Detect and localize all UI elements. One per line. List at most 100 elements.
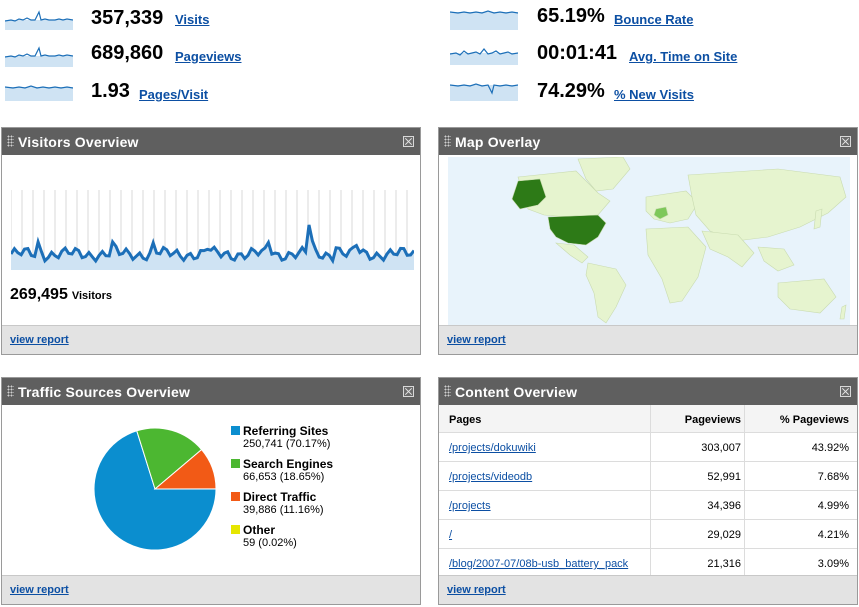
table-row: / 29,029 4.21% [439, 520, 857, 549]
pages-per-visit-value: 1.93 [91, 80, 130, 102]
visits-link[interactable]: Visits [175, 12, 210, 27]
row-pageviews: 303,007 [701, 442, 741, 454]
column-divider [744, 520, 745, 548]
legend-swatch [231, 459, 240, 468]
close-icon[interactable] [840, 386, 851, 397]
legend-value: 59 (0.02%) [243, 537, 297, 549]
traffic-pie-chart [93, 427, 217, 551]
traffic-footer: view report [2, 575, 420, 604]
pages-per-visit-sparkline [5, 85, 73, 101]
row-pct: 4.21% [817, 529, 849, 541]
traffic-sources-header[interactable]: Traffic Sources Overview [2, 378, 420, 405]
legend-swatch [231, 525, 240, 534]
page-link[interactable]: /projects [449, 500, 491, 512]
world-map[interactable] [448, 157, 850, 325]
avg-time-sparkline [450, 48, 518, 65]
content-overview-panel: Content Overview Pages Pageviews % Pagev… [438, 377, 858, 605]
visitors-count: 269,495 Visitors [10, 286, 112, 304]
column-divider [744, 462, 745, 490]
table-row: /projects/videodb 52,991 7.68% [439, 462, 857, 491]
row-pageviews: 21,316 [707, 558, 741, 570]
visits-sparkline [5, 10, 73, 30]
close-icon[interactable] [403, 136, 414, 147]
column-divider [650, 491, 651, 519]
map-overlay-panel: Map Overlay [438, 127, 858, 355]
panel-title: Map Overlay [455, 134, 541, 150]
bounce-rate-link[interactable]: Bounce Rate [614, 12, 694, 27]
visitors-line-chart [11, 190, 414, 270]
column-divider [744, 549, 745, 577]
content-table: Pages Pageviews % Pageviews /projects/do… [439, 405, 857, 578]
content-footer: view report [439, 575, 857, 604]
traffic-view-report-link[interactable]: view report [10, 584, 69, 596]
content-view-report-link[interactable]: view report [447, 584, 506, 596]
table-row: /projects 34,396 4.99% [439, 491, 857, 520]
header-pageviews: Pageviews [684, 414, 741, 426]
visitors-count-label: Visitors [71, 290, 112, 302]
visitors-count-value: 269,495 [10, 286, 68, 303]
pie-slice-search-engines[interactable] [136, 427, 203, 490]
legend-name: Direct Traffic [243, 490, 317, 504]
panel-title: Traffic Sources Overview [18, 384, 191, 400]
page-link[interactable]: / [449, 529, 453, 541]
pageviews-link[interactable]: Pageviews [175, 49, 242, 64]
legend-swatch [231, 492, 240, 501]
bounce-rate-value: 65.19% [537, 5, 605, 27]
column-divider [650, 549, 651, 577]
bounce-rate-sparkline [450, 10, 518, 30]
panel-title: Content Overview [455, 384, 578, 400]
page-link[interactable]: /projects/dokuwiki [449, 442, 536, 454]
table-row: /projects/dokuwiki 303,007 43.92% [439, 433, 857, 462]
column-divider [650, 462, 651, 490]
header-pct-pageviews: % Pageviews [779, 414, 849, 426]
column-divider [650, 520, 651, 548]
new-visits-value: 74.29% [537, 80, 605, 102]
drag-handle-icon[interactable] [444, 135, 451, 147]
content-overview-header[interactable]: Content Overview [439, 378, 857, 405]
avg-time-link[interactable]: Avg. Time on Site [629, 49, 738, 64]
page-link[interactable]: /projects/videodb [449, 471, 533, 483]
legend-swatch [231, 426, 240, 435]
drag-handle-icon[interactable] [7, 135, 14, 147]
row-pct: 4.99% [817, 500, 849, 512]
column-divider [744, 491, 745, 519]
table-row: /blog/2007-07/08b-usb_battery_pack 21,31… [439, 549, 857, 578]
drag-handle-icon[interactable] [7, 385, 14, 397]
map-view-report-link[interactable]: view report [447, 334, 506, 346]
close-icon[interactable] [840, 136, 851, 147]
column-divider [744, 433, 745, 461]
page-link[interactable]: /blog/2007-07/08b-usb_battery_pack [449, 558, 629, 570]
map-footer: view report [439, 325, 857, 354]
legend-value: 39,886 (11.16%) [243, 504, 324, 516]
legend-name: Referring Sites [243, 424, 329, 438]
visitors-overview-panel: Visitors Overview 269,495 Visitors view r… [1, 127, 421, 355]
pageviews-value: 689,860 [91, 42, 164, 64]
pages-per-visit-link[interactable]: Pages/Visit [139, 87, 209, 102]
visits-value: 357,339 [91, 6, 164, 29]
map-overlay-header[interactable]: Map Overlay [439, 128, 857, 155]
panel-title: Visitors Overview [18, 134, 139, 150]
pie-slice-referring-sites[interactable] [93, 430, 217, 551]
close-icon[interactable] [403, 386, 414, 397]
visitors-view-report-link[interactable]: view report [10, 334, 69, 346]
visitors-overview-header[interactable]: Visitors Overview [2, 128, 420, 155]
new-visits-link[interactable]: % New Visits [614, 87, 694, 102]
legend-name: Other [243, 523, 276, 537]
row-pageviews: 52,991 [707, 471, 741, 483]
column-divider [650, 405, 651, 432]
legend-value: 66,653 (18.65%) [243, 471, 325, 483]
row-pct: 3.09% [817, 558, 849, 570]
new-visits-sparkline [450, 83, 518, 101]
visitors-footer: view report [2, 325, 420, 354]
column-divider [650, 433, 651, 461]
avg-time-value: 00:01:41 [537, 42, 618, 64]
traffic-sources-panel: Traffic Sources Overview Referring Sites… [1, 377, 421, 605]
column-divider [744, 405, 745, 432]
table-header-row: Pages Pageviews % Pageviews [439, 405, 857, 433]
row-pct: 43.92% [811, 442, 849, 454]
row-pct: 7.68% [817, 471, 849, 483]
row-pageviews: 29,029 [707, 529, 741, 541]
drag-handle-icon[interactable] [444, 385, 451, 397]
row-pageviews: 34,396 [707, 500, 741, 512]
pageviews-sparkline [5, 46, 73, 67]
